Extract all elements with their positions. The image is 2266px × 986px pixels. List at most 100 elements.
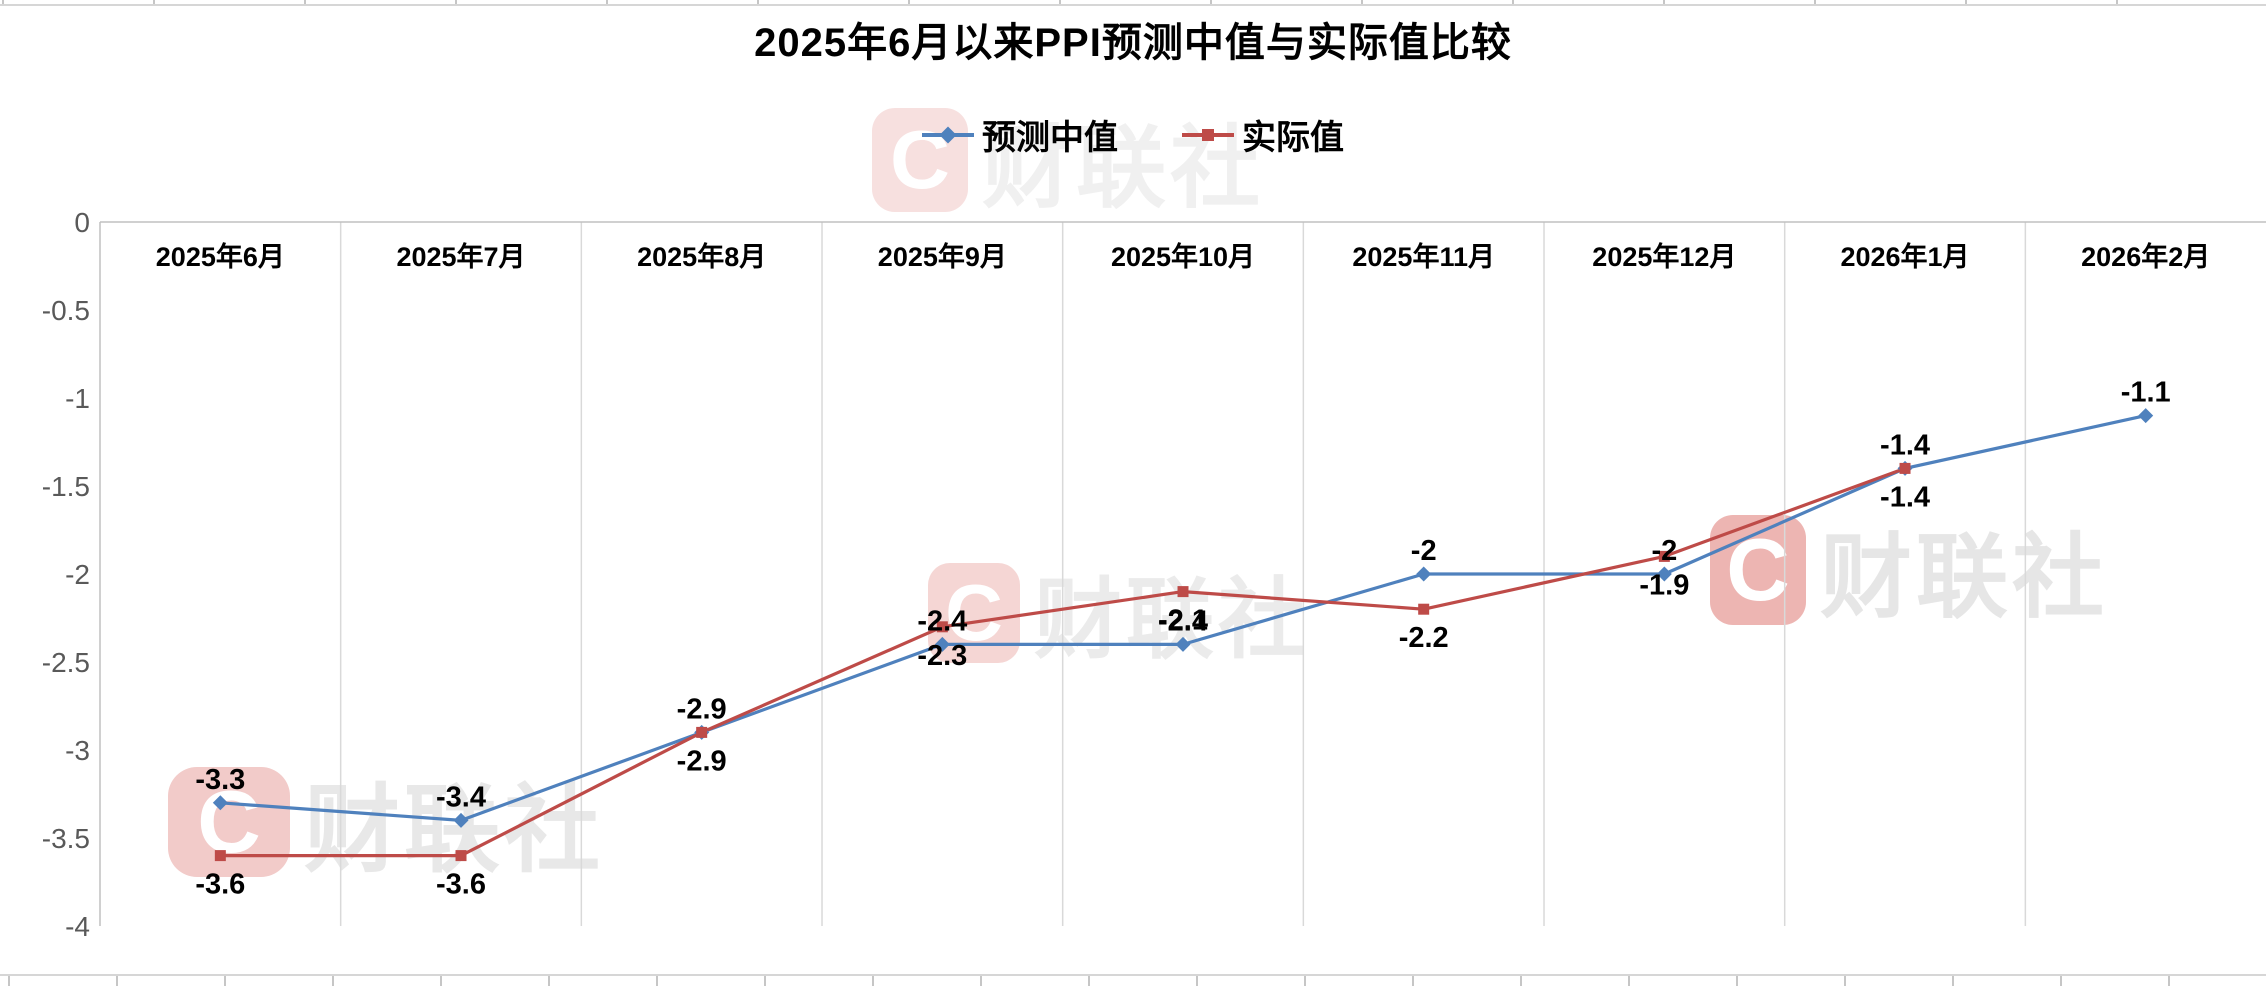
cell-border-tick [2060, 976, 2062, 986]
data-point-marker[interactable] [1177, 586, 1189, 598]
data-label: -2 [1411, 535, 1437, 567]
cell-border-tick [1814, 0, 1816, 4]
category-label: 2025年12月 [1592, 241, 1736, 272]
cell-border-tick [1736, 976, 1738, 986]
cell-border-tick [1088, 976, 1090, 986]
category-label: 2026年1月 [1840, 241, 1969, 272]
cell-border-tick [1952, 976, 1954, 986]
data-point-marker[interactable] [936, 621, 948, 633]
cell-border-tick [8, 976, 10, 986]
legend-item-forecast[interactable]: 预测中值 [922, 110, 1118, 159]
spreadsheet-bottom-border [0, 974, 2266, 986]
y-tick-label: 0 [74, 207, 90, 238]
category-label: 2025年8月 [637, 241, 766, 272]
legend-label-actual: 实际值 [1242, 119, 1344, 157]
category-label: 2025年7月 [396, 241, 525, 272]
data-point-marker[interactable] [1658, 550, 1670, 562]
y-tick-label: -4 [65, 911, 90, 942]
legend-label-forecast: 预测中值 [982, 119, 1118, 157]
series-line-actual [218, 466, 1907, 858]
data-point-marker[interactable] [696, 726, 708, 738]
category-label: 2026年2月 [2081, 241, 2210, 272]
data-point-marker[interactable] [1175, 636, 1191, 652]
data-label: -3.3 [195, 764, 245, 796]
cell-border-tick [1663, 0, 1665, 4]
cell-border-tick [908, 0, 910, 4]
cell-border-tick [2, 0, 4, 4]
cailianshe-watermark-text: 财联社 [1034, 570, 1311, 669]
y-tick-label: -3 [65, 735, 90, 766]
data-point-marker[interactable] [214, 850, 226, 862]
spreadsheet-top-border [0, 0, 2266, 6]
cell-border-tick [548, 976, 550, 986]
cell-border-tick [304, 0, 306, 4]
cell-border-tick [1520, 976, 1522, 986]
cailianshe-logo-icon: C [872, 108, 968, 212]
cell-border-tick [1965, 0, 1967, 4]
data-point-marker[interactable] [455, 850, 467, 862]
data-label: -2 [1651, 535, 1677, 567]
category-label: 2025年10月 [1111, 241, 1255, 272]
category-label: 2025年9月 [878, 241, 1007, 272]
data-point-marker[interactable] [1418, 603, 1430, 615]
data-label: -1.9 [1639, 569, 1689, 601]
category-label: 2025年11月 [1352, 241, 1495, 272]
data-label: -3.4 [436, 781, 486, 813]
y-tick-label: -1.5 [42, 471, 90, 502]
data-label: -2.1 [1158, 605, 1208, 637]
data-point-marker[interactable] [1656, 566, 1672, 582]
cailianshe-watermark-text: 财联社 [304, 777, 604, 884]
category-label: 2025年6月 [156, 241, 285, 272]
data-point-marker[interactable] [934, 636, 950, 652]
cell-border-tick [1304, 976, 1306, 986]
cell-border-tick [116, 976, 118, 986]
cell-border-tick [455, 0, 457, 4]
legend-item-actual[interactable]: 实际值 [1182, 110, 1344, 159]
data-point-marker[interactable] [1899, 462, 1911, 474]
cell-border-tick [1412, 976, 1414, 986]
y-tick-label: -2 [65, 559, 90, 590]
data-label: -2.4 [1158, 605, 1208, 637]
data-point-marker[interactable] [1416, 566, 1432, 582]
cell-border-tick [1059, 0, 1061, 4]
chart-title: 2025年6月以来PPI预测中值与实际值比较 [754, 21, 1512, 65]
cell-border-tick [872, 976, 874, 986]
cell-border-tick [224, 976, 226, 986]
cell-border-tick [153, 0, 155, 4]
cell-border-tick [606, 0, 608, 4]
cailianshe-watermark-text: 财联社 [1820, 527, 2109, 629]
chart-legend: 预测中值 实际值 [0, 110, 2266, 159]
cell-border-tick [757, 0, 759, 4]
cell-border-tick [2168, 976, 2170, 986]
data-label: -1.1 [2121, 377, 2171, 409]
cell-border-tick [1512, 0, 1514, 4]
y-tick-label: -0.5 [42, 295, 90, 326]
data-label: -2.9 [677, 745, 727, 777]
data-point-marker[interactable] [212, 795, 228, 811]
data-label: -3.6 [195, 869, 245, 901]
data-label: -1.4 [1880, 481, 1930, 513]
cell-border-tick [1628, 976, 1630, 986]
data-label: -2.9 [677, 693, 727, 725]
actual-series-marker-icon [1182, 128, 1234, 141]
data-point-marker[interactable] [453, 812, 469, 828]
cell-border-tick [2116, 0, 2118, 4]
cell-border-tick [1196, 976, 1198, 986]
data-point-marker[interactable] [2138, 408, 2154, 424]
forecast-series-marker-icon [922, 126, 974, 143]
data-label: -1.4 [1880, 429, 1930, 461]
cell-border-tick [764, 976, 766, 986]
cell-border-tick [332, 976, 334, 986]
data-label: -2.4 [917, 605, 967, 637]
cell-border-tick [1210, 0, 1212, 4]
y-tick-label: -2.5 [42, 647, 90, 678]
cell-border-tick [1361, 0, 1363, 4]
data-label: -2.3 [917, 640, 967, 672]
cailianshe-logo-icon: C [168, 766, 290, 877]
y-tick-label: -1 [65, 383, 90, 414]
cell-border-tick [656, 976, 658, 986]
cell-border-tick [1844, 976, 1846, 986]
data-label: -3.6 [436, 869, 486, 901]
cell-border-tick [440, 976, 442, 986]
